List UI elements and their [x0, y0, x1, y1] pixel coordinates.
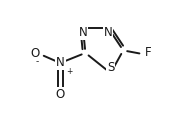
Text: S: S	[107, 61, 114, 74]
Text: F: F	[145, 46, 152, 59]
Text: N: N	[104, 26, 112, 39]
Text: O: O	[30, 47, 39, 60]
Text: O: O	[56, 88, 65, 101]
Text: +: +	[66, 67, 73, 76]
Text: -: -	[36, 57, 39, 66]
Text: N: N	[79, 26, 87, 39]
Text: N: N	[56, 56, 65, 69]
